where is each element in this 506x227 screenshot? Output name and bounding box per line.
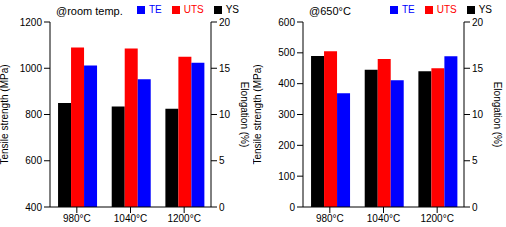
html-text:@room temp.: @room temp. xyxy=(56,5,123,17)
html-text:@650°C: @650°C xyxy=(309,5,351,17)
svg-text:600: 600 xyxy=(25,155,42,166)
svg-text:400: 400 xyxy=(25,202,42,213)
svg-text:980°C: 980°C xyxy=(316,213,344,224)
html-text:YS: YS xyxy=(225,4,239,15)
svg-text:500: 500 xyxy=(278,47,295,58)
svg-text:100: 100 xyxy=(278,171,295,182)
svg-text:0: 0 xyxy=(219,202,225,213)
svg-text:5: 5 xyxy=(219,155,225,166)
svg-text:1000: 1000 xyxy=(20,63,43,74)
svg-text:800: 800 xyxy=(25,109,42,120)
svg-text:1200°C: 1200°C xyxy=(420,213,453,224)
svg-text:1040°C: 1040°C xyxy=(114,213,147,224)
html-text:UTS: UTS xyxy=(436,4,457,15)
svg-text:980°C: 980°C xyxy=(63,213,91,224)
svg-text:10: 10 xyxy=(472,109,484,120)
svg-text:15: 15 xyxy=(472,63,484,74)
svg-text:20: 20 xyxy=(472,17,484,28)
html-text:YS: YS xyxy=(478,4,492,15)
svg-text:Tensile strength (MPa): Tensile strength (MPa) xyxy=(253,64,263,164)
svg-text:1200°C: 1200°C xyxy=(167,213,200,224)
svg-text:Elongation (%): Elongation (%) xyxy=(492,82,498,148)
svg-text:Elongation (%): Elongation (%) xyxy=(239,82,250,148)
svg-text:5: 5 xyxy=(472,155,478,166)
svg-text:10: 10 xyxy=(219,109,231,120)
html-text:TE: TE xyxy=(148,4,162,15)
svg-text:15: 15 xyxy=(219,63,231,74)
html-text:UTS: UTS xyxy=(183,4,204,15)
svg-text:20: 20 xyxy=(219,17,231,28)
svg-text:Tensile strength (MPa): Tensile strength (MPa) xyxy=(8,64,10,164)
svg-text:1200: 1200 xyxy=(20,17,43,28)
html-text:TE: TE xyxy=(401,4,415,15)
svg-text:0: 0 xyxy=(472,202,478,213)
svg-text:300: 300 xyxy=(278,109,295,120)
svg-text:1040°C: 1040°C xyxy=(367,213,400,224)
svg-text:200: 200 xyxy=(278,140,295,151)
svg-text:0: 0 xyxy=(289,202,295,213)
svg-text:600: 600 xyxy=(278,17,295,28)
svg-text:400: 400 xyxy=(278,78,295,89)
